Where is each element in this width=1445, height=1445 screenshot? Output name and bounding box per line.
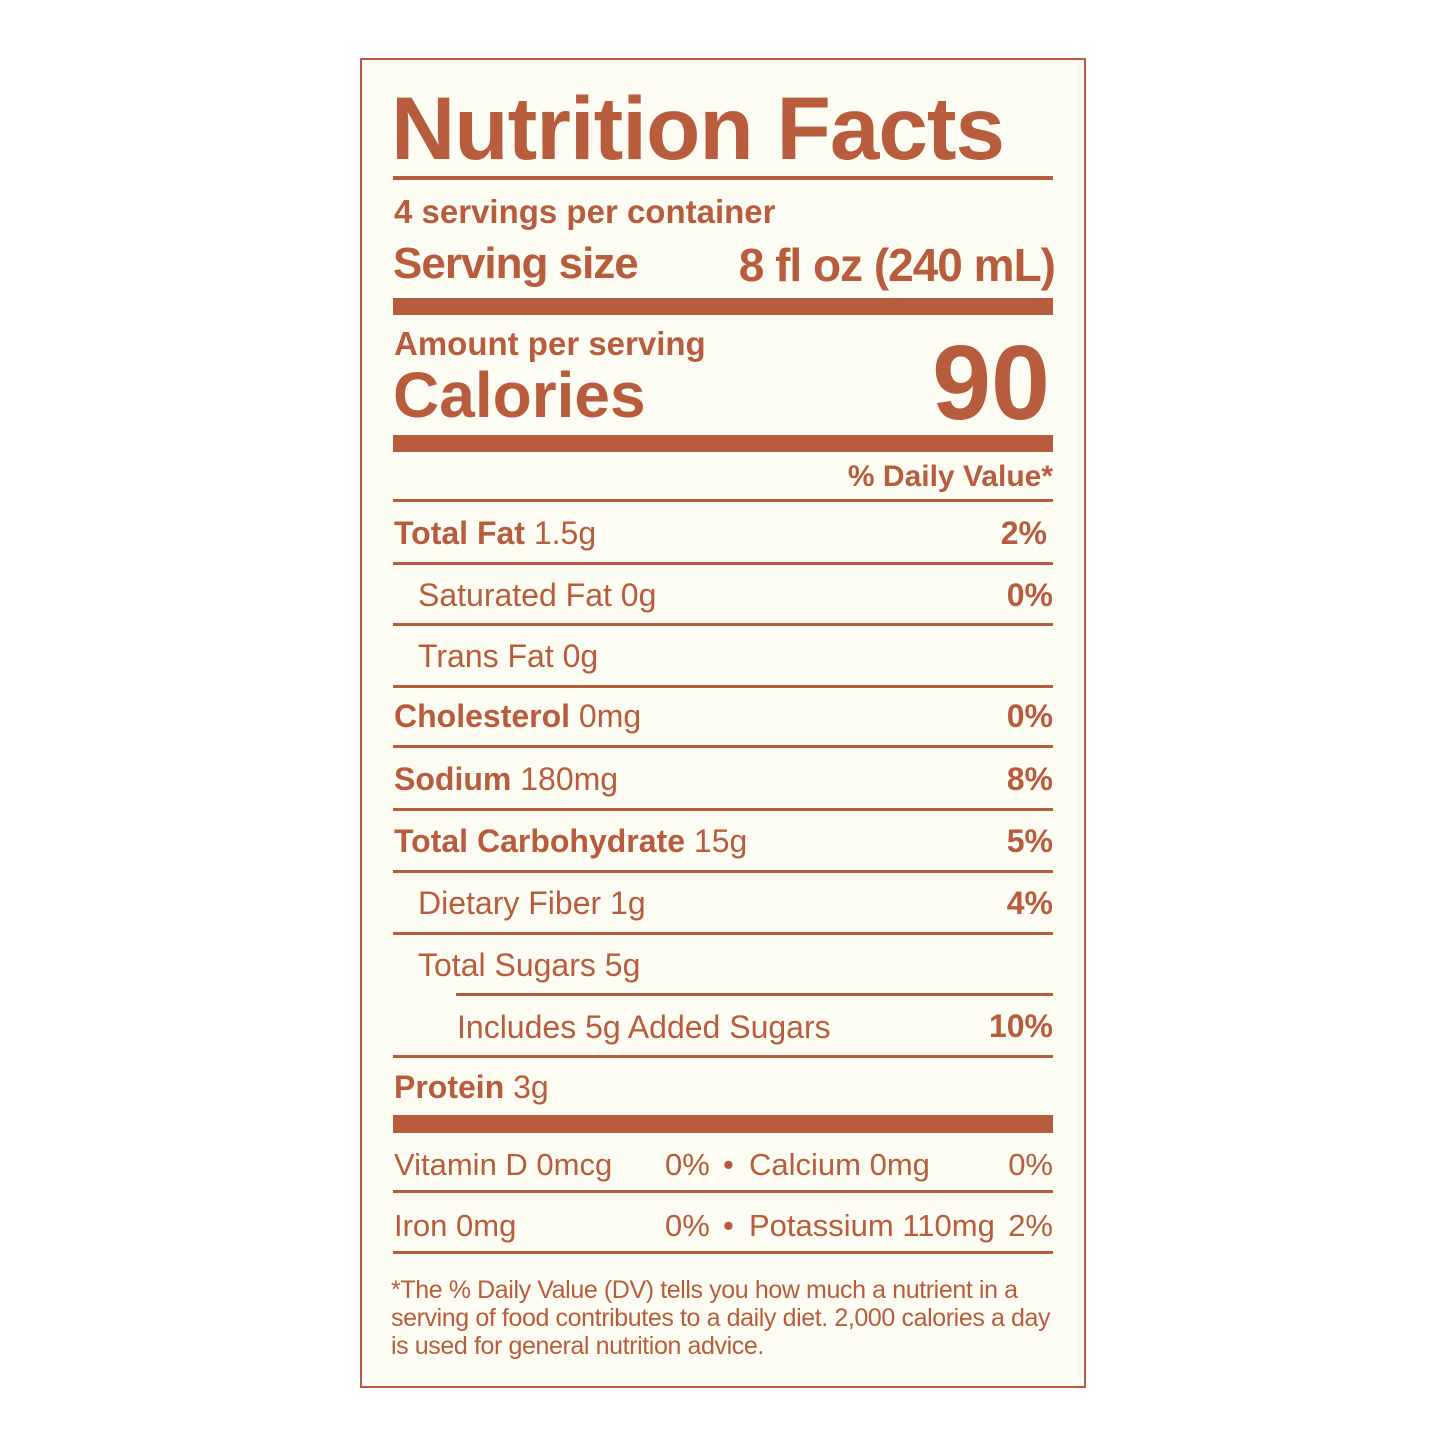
divider [393, 932, 1053, 935]
bullet: • [723, 1147, 734, 1182]
divider [393, 176, 1053, 180]
nutrient-dietary-fiber: Dietary Fiber 1g [418, 885, 646, 921]
micro-potassium: Potassium 110mg [749, 1208, 995, 1243]
nutrient-dv: 2% [1000, 515, 1047, 551]
divider [393, 808, 1053, 811]
divider [393, 1251, 1053, 1254]
nutrient-amount: 15g [693, 823, 748, 859]
nutrient-added-sugars: Includes 5g Added Sugars [457, 1009, 831, 1045]
amount-per-serving: Amount per serving [394, 325, 706, 362]
nutrient-sodium: Sodium 180mg [394, 763, 618, 795]
micro-vitamin-d-dv: 0% [665, 1147, 710, 1182]
divider [393, 1055, 1053, 1058]
micro-iron: Iron 0mg [394, 1208, 517, 1243]
nutrient-dv: 5% [1006, 823, 1053, 859]
serving-size-label: Serving size [393, 239, 639, 288]
nutrient-name: Total Carbohydrate [394, 823, 685, 859]
nutrient-dv: 0% [1006, 698, 1053, 734]
nutrient-name: Sodium [394, 761, 512, 797]
divider [393, 562, 1053, 565]
nutrient-cholesterol: Cholesterol 0mg [394, 700, 641, 732]
nutrient-total-fat: Total Fat 1.5g [394, 517, 596, 549]
thick-divider [393, 435, 1053, 452]
nutrient-name: Cholesterol [394, 698, 571, 734]
nutrient-name: Total Fat [394, 515, 525, 551]
nutrient-dv: 10% [988, 1008, 1053, 1044]
micro-calcium: Calcium 0mg [749, 1147, 930, 1182]
nutrient-total-sugars: Total Sugars 5g [418, 947, 641, 983]
daily-value-header: % Daily Value* [847, 460, 1053, 493]
divider [393, 1190, 1053, 1193]
divider [456, 993, 1053, 996]
nutrient-name: Protein [394, 1069, 505, 1105]
title: Nutrition Facts [391, 78, 1005, 178]
nutrient-amount: 3g [513, 1069, 549, 1105]
thick-divider [393, 1115, 1053, 1133]
micro-potassium-dv: 2% [1008, 1208, 1053, 1243]
micro-calcium-dv: 0% [1008, 1147, 1053, 1182]
nutrient-dv: 4% [1006, 885, 1053, 921]
micro-vitamin-d: Vitamin D 0mcg [394, 1147, 613, 1182]
divider [393, 499, 1053, 502]
thick-divider [393, 298, 1053, 315]
nutrient-total-carbohydrate: Total Carbohydrate 15g [394, 825, 747, 857]
divider [393, 623, 1053, 626]
micro-iron-dv: 0% [665, 1208, 710, 1243]
calories-label: Calories [393, 359, 646, 431]
divider [393, 685, 1053, 688]
nutrient-protein: Protein 3g [394, 1071, 549, 1103]
footnote: *The % Daily Value (DV) tells you how mu… [391, 1276, 1051, 1360]
bullet: • [723, 1208, 734, 1243]
nutrient-amount: 0mg [578, 698, 642, 734]
divider [393, 870, 1053, 873]
serving-size-value: 8 fl oz (240 mL) [738, 239, 1056, 291]
divider [393, 745, 1053, 748]
nutrient-saturated-fat: Saturated Fat 0g [418, 577, 657, 613]
nutrient-dv: 8% [1006, 761, 1053, 797]
nutrient-amount: 180mg [520, 761, 619, 797]
nutrition-facts-label [360, 58, 1086, 1388]
nutrient-amount: 1.5g [533, 515, 597, 551]
nutrient-trans-fat: Trans Fat 0g [418, 638, 599, 674]
calories-value: 90 [932, 324, 1050, 442]
nutrient-dv: 0% [1006, 577, 1053, 613]
servings-per-container: 4 servings per container [394, 193, 776, 230]
